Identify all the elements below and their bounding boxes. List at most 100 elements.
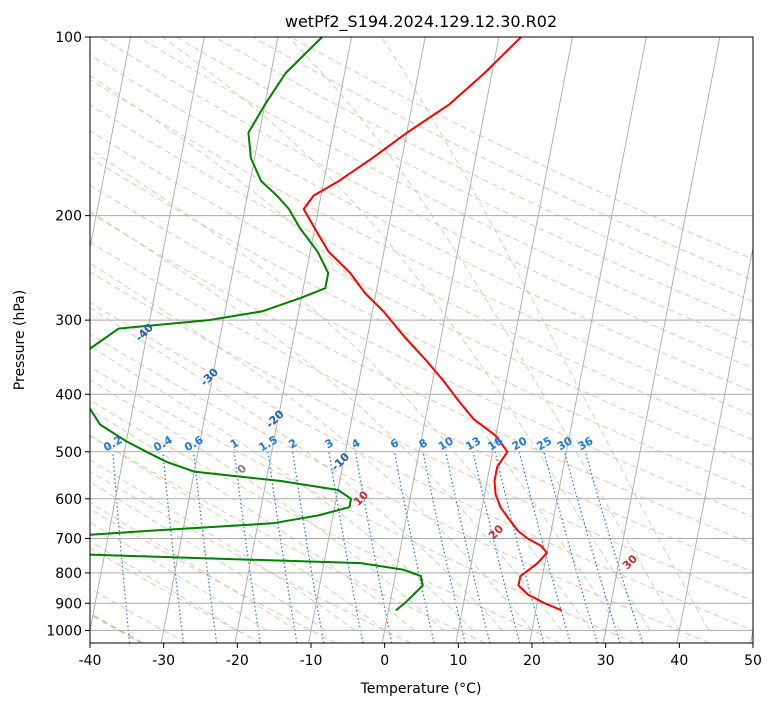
isotherm-line <box>676 245 753 643</box>
dry-adiabat-line <box>90 301 753 631</box>
y-tick-label: 500 <box>55 445 82 461</box>
x-tick-label: 40 <box>670 653 688 669</box>
y-tick-label: 400 <box>55 387 82 403</box>
y-tick-label: 200 <box>55 209 82 225</box>
moist-adiabat-line <box>90 307 503 631</box>
x-tick-label: -10 <box>300 653 323 669</box>
x-tick-label: 0 <box>380 653 389 669</box>
isotherm-line <box>308 37 426 643</box>
dry-adiabat-line <box>214 37 753 303</box>
dry-adiabat-label: 40 <box>768 585 775 605</box>
dry-adiabat-line <box>90 104 753 441</box>
isotherm-line <box>529 37 647 643</box>
isotherm-label: -50 <box>68 274 91 297</box>
moist-adiabat-line <box>90 481 326 631</box>
mixing-ratio-line <box>393 451 435 643</box>
x-tick-label: -40 <box>79 653 102 669</box>
mixing-ratio-line <box>494 451 545 643</box>
mixing-ratio-label: 2 <box>286 436 299 451</box>
dry-adiabat-line <box>90 366 635 643</box>
dry-adiabat-line <box>90 434 486 643</box>
mixing-ratio-label: 20 <box>510 434 530 453</box>
isotherm-line <box>90 37 131 251</box>
mixing-ratio-label: 13 <box>463 434 483 453</box>
mixing-ratio-line <box>292 451 325 643</box>
mixing-ratio-line <box>112 451 131 643</box>
y-tick-label: 600 <box>55 492 82 508</box>
mixing-ratio-line <box>584 451 644 643</box>
mixing-ratio-label: 1.5 <box>256 433 279 454</box>
mixing-ratio-label: 10 <box>436 434 456 453</box>
dry-adiabat-line <box>90 399 561 643</box>
isotherm-label: -40 <box>133 321 156 344</box>
mixing-ratio-label: 1 <box>228 436 241 451</box>
isotherm-line <box>90 37 205 633</box>
mixing-ratio-line <box>445 451 491 643</box>
isotherm-line <box>750 628 753 643</box>
mixing-ratio-label: 6 <box>388 436 401 451</box>
mixing-ratio-label: 0.4 <box>151 433 175 454</box>
dry-adiabat-line <box>90 333 710 643</box>
dry-adiabat-line <box>99 37 753 369</box>
y-tick-label: 800 <box>55 566 82 582</box>
x-tick-label: 20 <box>523 653 541 669</box>
x-tick-label: -30 <box>152 653 175 669</box>
chart-title: wetPf2_S194.2024.129.12.30.R02 <box>285 12 557 32</box>
mixing-ratio-label: 0.2 <box>101 433 124 454</box>
isotherm-line <box>602 37 721 643</box>
dry-adiabat-line <box>90 241 753 573</box>
moist-adiabat-line <box>287 37 680 631</box>
isotherm-label: -60 <box>3 228 26 251</box>
dry-adiabat-line <box>90 547 262 643</box>
isotherm-line <box>160 37 279 643</box>
x-tick-label: 30 <box>597 653 615 669</box>
y-tick-label: 900 <box>55 596 82 612</box>
moist-adiabat-line <box>90 408 415 631</box>
y-tick-label: 1000 <box>46 623 82 639</box>
mixing-ratio-line <box>233 451 261 643</box>
dry-adiabat-line <box>90 156 753 492</box>
plot-frame <box>89 36 754 644</box>
y-tick-label: 700 <box>55 532 82 548</box>
mixing-ratio-label: 30 <box>555 434 575 453</box>
moist-adiabat-line <box>162 37 651 631</box>
moist-adiabat-line <box>90 345 474 631</box>
mixing-ratio-line <box>518 451 571 643</box>
dry-adiabat-label: 30 <box>620 552 640 572</box>
isotherm-label: -30 <box>198 365 221 388</box>
moist-adiabat-line <box>90 210 562 631</box>
dry-adiabat-line <box>138 37 753 346</box>
dry-adiabat-label: 10 <box>351 488 371 508</box>
x-tick-label: -20 <box>226 653 249 669</box>
isotherm-line <box>381 37 500 643</box>
temperature-line <box>302 37 563 612</box>
dry-adiabat-label: 0 <box>235 462 250 477</box>
moist-adiabat-line <box>90 459 356 631</box>
mixing-ratio-line <box>422 451 466 643</box>
mixing-ratio-line <box>193 451 218 643</box>
mixing-ratio-line <box>162 451 184 643</box>
dewpoint-line <box>90 37 424 612</box>
mixing-ratio-line <box>543 451 599 643</box>
moist-adiabat-line <box>381 37 710 631</box>
dry-adiabat-line <box>90 271 753 602</box>
mixing-ratio-label: 4 <box>349 436 362 451</box>
x-tick-label: 10 <box>449 653 467 669</box>
mixing-ratio-label: 8 <box>417 436 430 451</box>
y-tick-label: 300 <box>55 313 82 329</box>
isotherm-line <box>455 37 573 643</box>
y-axis-label: Pressure (hPa) <box>12 290 28 390</box>
dry-adiabat-line <box>90 212 753 545</box>
dry-adiabat-line <box>90 508 337 643</box>
mixing-ratio-line <box>354 451 393 643</box>
dry-adiabat-line <box>176 37 753 324</box>
moist-adiabat-line <box>90 540 238 631</box>
mixing-ratio-label: 36 <box>576 434 596 453</box>
dry-adiabat-line <box>90 78 753 416</box>
mixing-ratio-label: 16 <box>485 434 505 453</box>
moist-adiabat-line <box>90 148 592 631</box>
dry-adiabat-label: 20 <box>486 522 506 542</box>
moist-adiabat-line <box>90 435 386 631</box>
